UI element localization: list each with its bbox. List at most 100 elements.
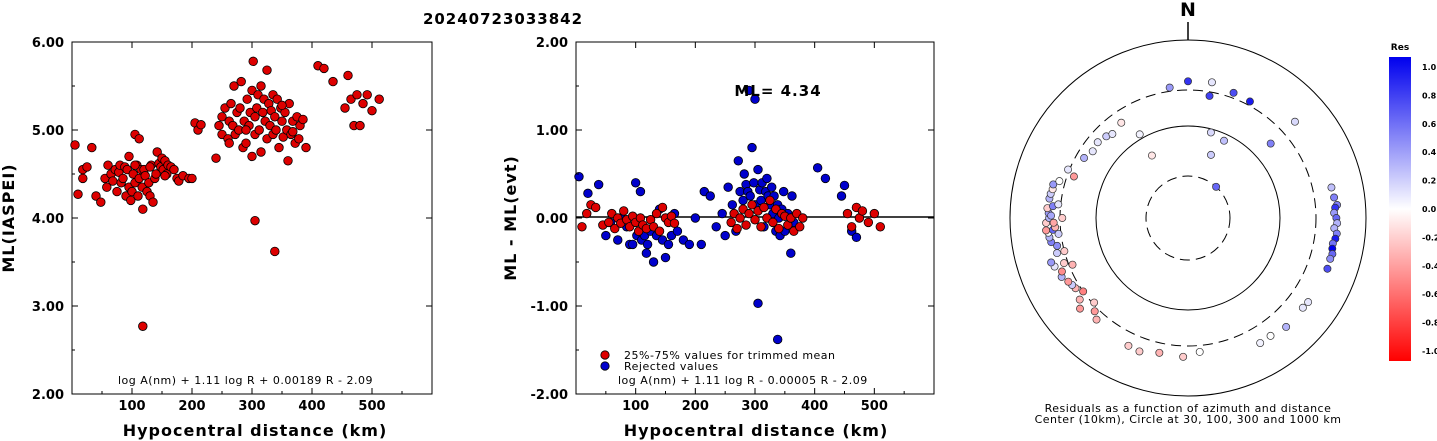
residual-point (839, 180, 850, 191)
residual-point (795, 222, 805, 232)
residual-point (648, 257, 659, 267)
ml-point (78, 173, 88, 184)
polar-point (1207, 150, 1215, 159)
ml-point (151, 169, 161, 179)
page-title: 20240723033842 (423, 10, 583, 28)
residual-point (750, 94, 760, 104)
ml-point (133, 191, 143, 201)
residual-point (735, 213, 745, 223)
p2-xtick-label: 500 (861, 399, 888, 414)
polar-point (1147, 151, 1156, 160)
polar-caption-line1: Residuals as a function of azimuth and d… (1045, 402, 1332, 415)
p2-ytick-label: 0.00 (536, 212, 568, 227)
colorbar-tick-label: 0.8 (1422, 91, 1437, 100)
colorbar-ticks: 1.0 0.8 0.6 0.4 0.2 0.0 -0.2 -0.4 -0.6 -0.8 -1.0 (1422, 63, 1437, 356)
residual-point (762, 173, 772, 184)
polar-point (1326, 254, 1335, 263)
residual-point (582, 208, 592, 219)
residual-point (753, 164, 763, 175)
residual-point (717, 208, 727, 219)
ring-300km (1059, 89, 1317, 347)
polar-point (1076, 304, 1084, 313)
ml-point (374, 94, 384, 104)
ml-point (367, 105, 377, 116)
p1-ytick-label: 2.00 (32, 388, 64, 403)
ml-point (229, 81, 239, 91)
polar-point (1229, 88, 1238, 97)
ml-point (145, 162, 155, 172)
residual-point (798, 213, 808, 223)
ml-point (211, 153, 221, 163)
north-label: N (1180, 0, 1196, 21)
polar-point (1155, 348, 1164, 357)
p1-ytick-label: 6.00 (32, 36, 64, 51)
p2-xtick-label: 400 (801, 399, 828, 414)
residual-point (749, 178, 759, 188)
ml-point (277, 100, 287, 111)
p2-ytick-label: -2.00 (531, 388, 568, 403)
residual-point (869, 208, 880, 219)
colorbar-tick-label: -0.4 (1422, 262, 1437, 271)
ml-point (242, 94, 252, 104)
colorbar-tick-label: 0.4 (1422, 148, 1437, 157)
polar-point (1184, 77, 1192, 86)
p2-ytick-label: -1.00 (531, 300, 568, 315)
y-axis-label-1: ML(IASPEI) (0, 163, 18, 272)
p1-ytick-label: 5.00 (32, 124, 64, 139)
polar-point (1246, 97, 1254, 106)
polar-point (1090, 307, 1099, 316)
ml-point (247, 151, 257, 162)
polar-caption-line2: Center (10km), Circle at 30, 100, 300 an… (1035, 413, 1342, 426)
ml-point (187, 173, 197, 184)
p1-ytick-label: 4.00 (32, 212, 64, 227)
p2-xtick-label: 100 (622, 399, 649, 414)
ml-point (298, 114, 308, 125)
residual-point (583, 188, 593, 199)
residual-point (774, 223, 784, 234)
residual-point (705, 191, 715, 201)
axis-ticks-2: 100 200 300 400 500 -2.00 -1.00 0.00 1.00 2.00 (531, 36, 934, 414)
polar-point (1298, 303, 1307, 312)
ml-point (248, 56, 258, 67)
p1-xtick-label: 500 (358, 399, 385, 414)
residual-point (756, 222, 766, 232)
residual-point (863, 217, 874, 228)
residual-point (735, 186, 745, 197)
residual-point (875, 222, 886, 232)
residual-point (753, 298, 763, 309)
ml-point (256, 81, 266, 91)
ml-points (70, 56, 384, 331)
ml-point (241, 138, 251, 148)
residual-point (741, 220, 751, 230)
polar-point (1195, 347, 1204, 356)
polar-point (1135, 347, 1144, 356)
residual-point (720, 230, 730, 241)
ml-point (226, 98, 236, 109)
residual-point (690, 213, 701, 223)
ml-point (70, 140, 80, 150)
residual-point (726, 217, 736, 228)
ml-point (262, 65, 272, 75)
polar-point (1266, 331, 1275, 340)
ml-point (270, 112, 280, 122)
ml-point (138, 321, 148, 331)
ml-point (130, 160, 140, 170)
residual-point (768, 217, 778, 228)
residual-point (744, 208, 754, 219)
residual-point (745, 191, 755, 201)
residual-point (642, 239, 653, 250)
residual-point (786, 248, 796, 258)
residual-point (601, 230, 611, 241)
ml-point (236, 76, 246, 87)
p2-xtick-label: 300 (741, 399, 768, 414)
legend-label-rejected: Rejected values (624, 360, 719, 373)
polar-point (1064, 165, 1073, 174)
p1-xtick-label: 100 (118, 399, 145, 414)
p1-xtick-label: 400 (298, 399, 325, 414)
ml-point (250, 215, 260, 226)
polar-point (1058, 267, 1066, 276)
polar-point (1124, 341, 1133, 350)
polar-point (1207, 78, 1216, 87)
polar-residual-points (1042, 77, 1342, 361)
ml-point (358, 98, 368, 109)
